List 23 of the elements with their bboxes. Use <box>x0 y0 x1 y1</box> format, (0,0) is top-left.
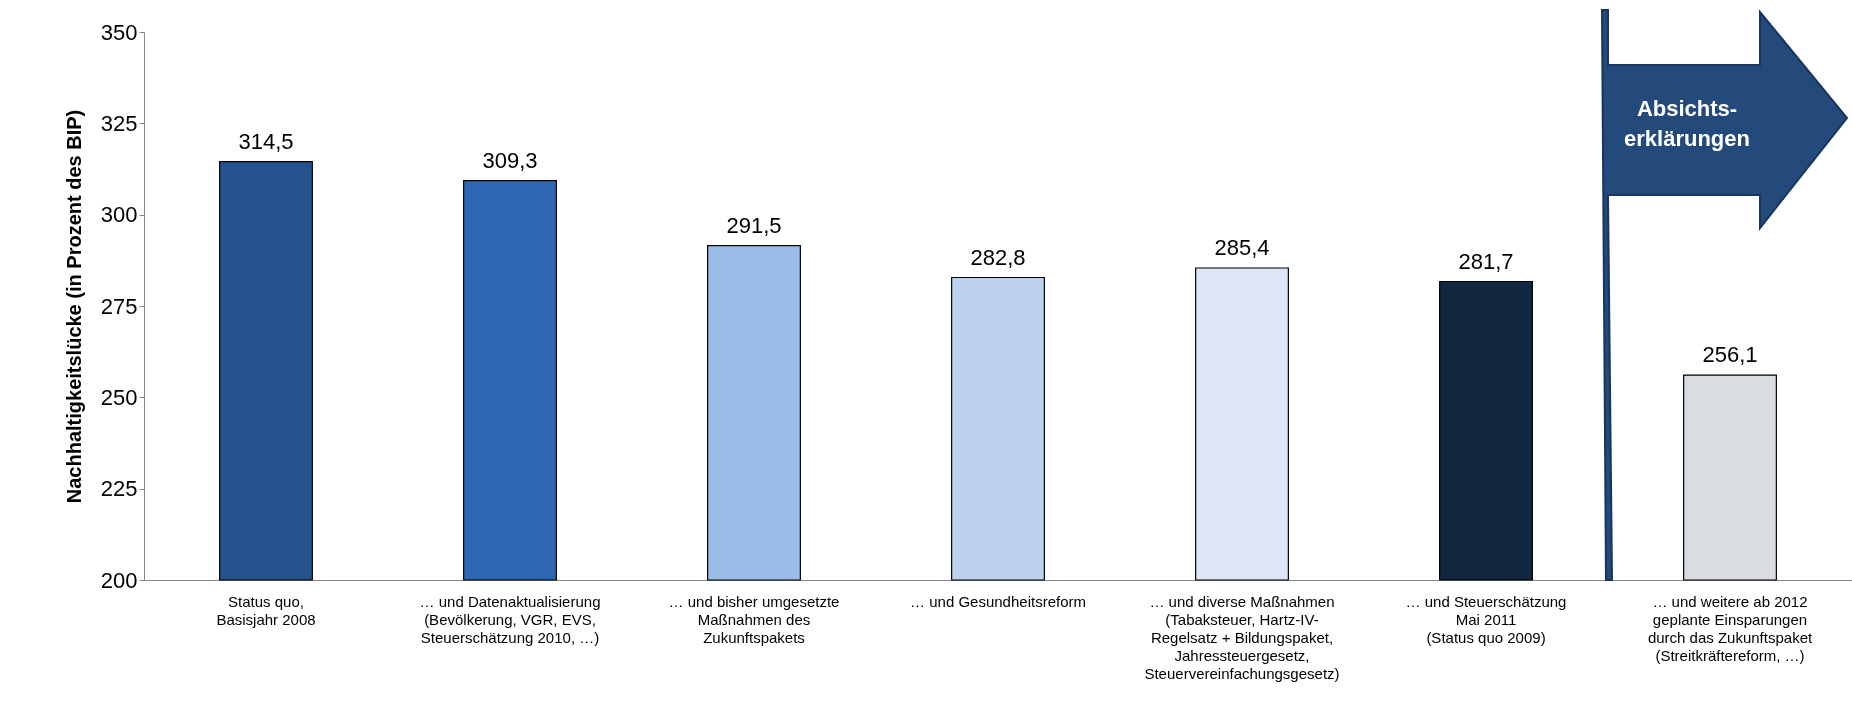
y-tick-label: 250 <box>100 384 138 410</box>
x-tick-label: … und diverse Maßnahmen (Tabaksteuer, Hartz-IV- Regelsatz + Bildungspaket, Jahressteuergesetz, Steuervereinfachungsgesetz) <box>1144 592 1340 682</box>
data-label: 282,8 <box>970 244 1026 270</box>
x-tick-label: … und bisher umgesetzte Maßnahmen des Zukunftspakets <box>668 592 840 646</box>
y-tick-label: 300 <box>100 202 138 228</box>
y-tick-label: 325 <box>100 110 138 136</box>
x-tick-label: Status quo, Basisjahr 2008 <box>216 592 316 628</box>
x-tick-label: … und Gesundheitsreform <box>910 592 1086 610</box>
annotation: Absichts- erklärungen <box>1624 96 1750 151</box>
x-tick-label: … und Steuerschätzung Mai 2011 (Status quo 2009) <box>1405 592 1567 646</box>
y-tick-label: 275 <box>100 293 138 319</box>
data-label: 281,7 <box>1458 248 1514 274</box>
data-label: 285,4 <box>1214 235 1270 261</box>
data-label: 291,5 <box>726 212 782 238</box>
x-tick-label: … und weitere ab 2012 geplante Einsparungen durch das Zukunftspaket (Streitkräftereform, …) <box>1647 592 1813 664</box>
y-axis-title: Nachhaltigkeitslücke (in Prozent des BIP) <box>62 109 85 504</box>
data-label: 314,5 <box>238 128 294 154</box>
y-tick-label: 200 <box>100 567 138 593</box>
data-label: 309,3 <box>482 147 538 173</box>
y-tick-label: 350 <box>100 19 138 45</box>
y-tick-label: 225 <box>100 476 138 502</box>
data-label: 256,1 <box>1702 342 1758 368</box>
x-tick-label: … und Datenaktualisierung (Bevölkerung, VGR, EVS, Steuerschätzung 2010, …) <box>419 592 601 646</box>
